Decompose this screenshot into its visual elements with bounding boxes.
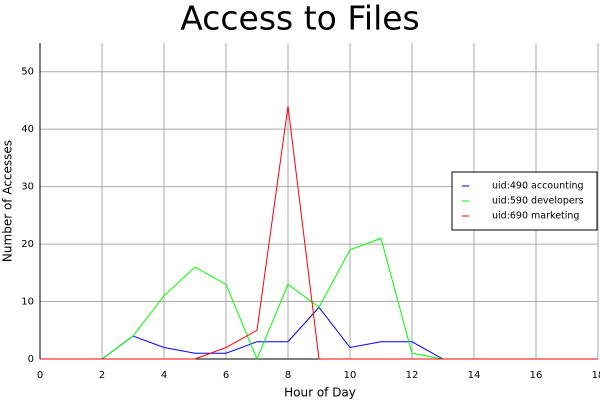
x-tick-label: 6 (223, 370, 229, 381)
y-tick-label: 20 (21, 239, 34, 250)
x-tick-label: 2 (99, 370, 105, 381)
x-tick-label: 4 (161, 370, 167, 381)
x-tick-label: 10 (344, 370, 357, 381)
series-line (40, 106, 598, 360)
y-tick-label: 0 (28, 354, 34, 365)
y-tick-label: 30 (21, 182, 34, 193)
x-axis-label: Hour of Day (284, 386, 356, 400)
y-tick-label: 50 (21, 67, 34, 78)
legend-label: uid:590 developers (492, 196, 584, 207)
legend-box (451, 171, 598, 231)
legend-label: uid:690 marketing (492, 211, 579, 222)
x-tick-label: 14 (468, 370, 481, 381)
chart-title: Access to Files (180, 0, 420, 38)
y-tick-label: 40 (21, 124, 34, 135)
y-axis-label: Number of Accesses (1, 140, 15, 262)
y-tick-label: 10 (21, 297, 34, 308)
x-tick-label: 0 (37, 370, 43, 381)
x-tick-label: 16 (530, 370, 543, 381)
legend-label: uid:490 accounting (492, 181, 584, 192)
x-tick-label: 8 (285, 370, 291, 381)
x-tick-label: 18 (592, 370, 600, 381)
x-tick-label: 12 (406, 370, 419, 381)
